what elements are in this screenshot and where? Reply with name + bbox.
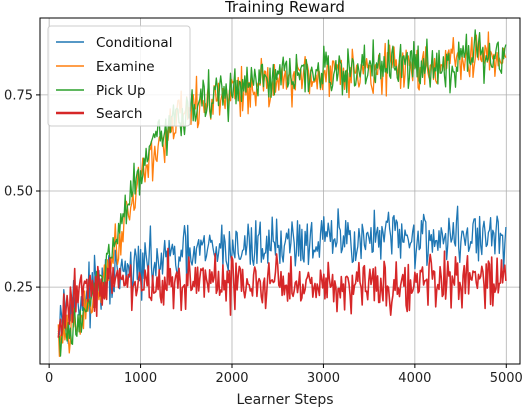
y-tick-label: 0.25 [4, 281, 33, 296]
chart-title: Training Reward [224, 0, 345, 16]
y-tick-label: 0.50 [4, 185, 33, 200]
axis-ticks: 0 1000 2000 3000 4000 5000 0.25 0.50 0.75 [4, 88, 523, 386]
x-axis-label: Learner Steps [236, 392, 333, 408]
x-tick-label: 0 [45, 371, 53, 386]
series-line-pick-up [57, 29, 507, 357]
x-tick-label: 4000 [398, 371, 431, 386]
y-tick-label: 0.75 [4, 88, 33, 103]
legend-label-search: Search [96, 106, 142, 122]
legend-label-examine: Examine [96, 59, 155, 75]
x-tick-label: 2000 [215, 371, 248, 386]
legend: Conditional Examine Pick Up Search [47, 25, 191, 127]
legend-box [47, 25, 191, 127]
legend-label-conditional: Conditional [96, 35, 172, 51]
x-tick-label: 3000 [307, 371, 340, 386]
series-line-search [57, 247, 507, 338]
legend-label-pick-up: Pick Up [96, 83, 146, 99]
series-lines [57, 29, 507, 357]
x-tick-label: 5000 [490, 371, 523, 386]
x-tick-label: 1000 [124, 371, 157, 386]
